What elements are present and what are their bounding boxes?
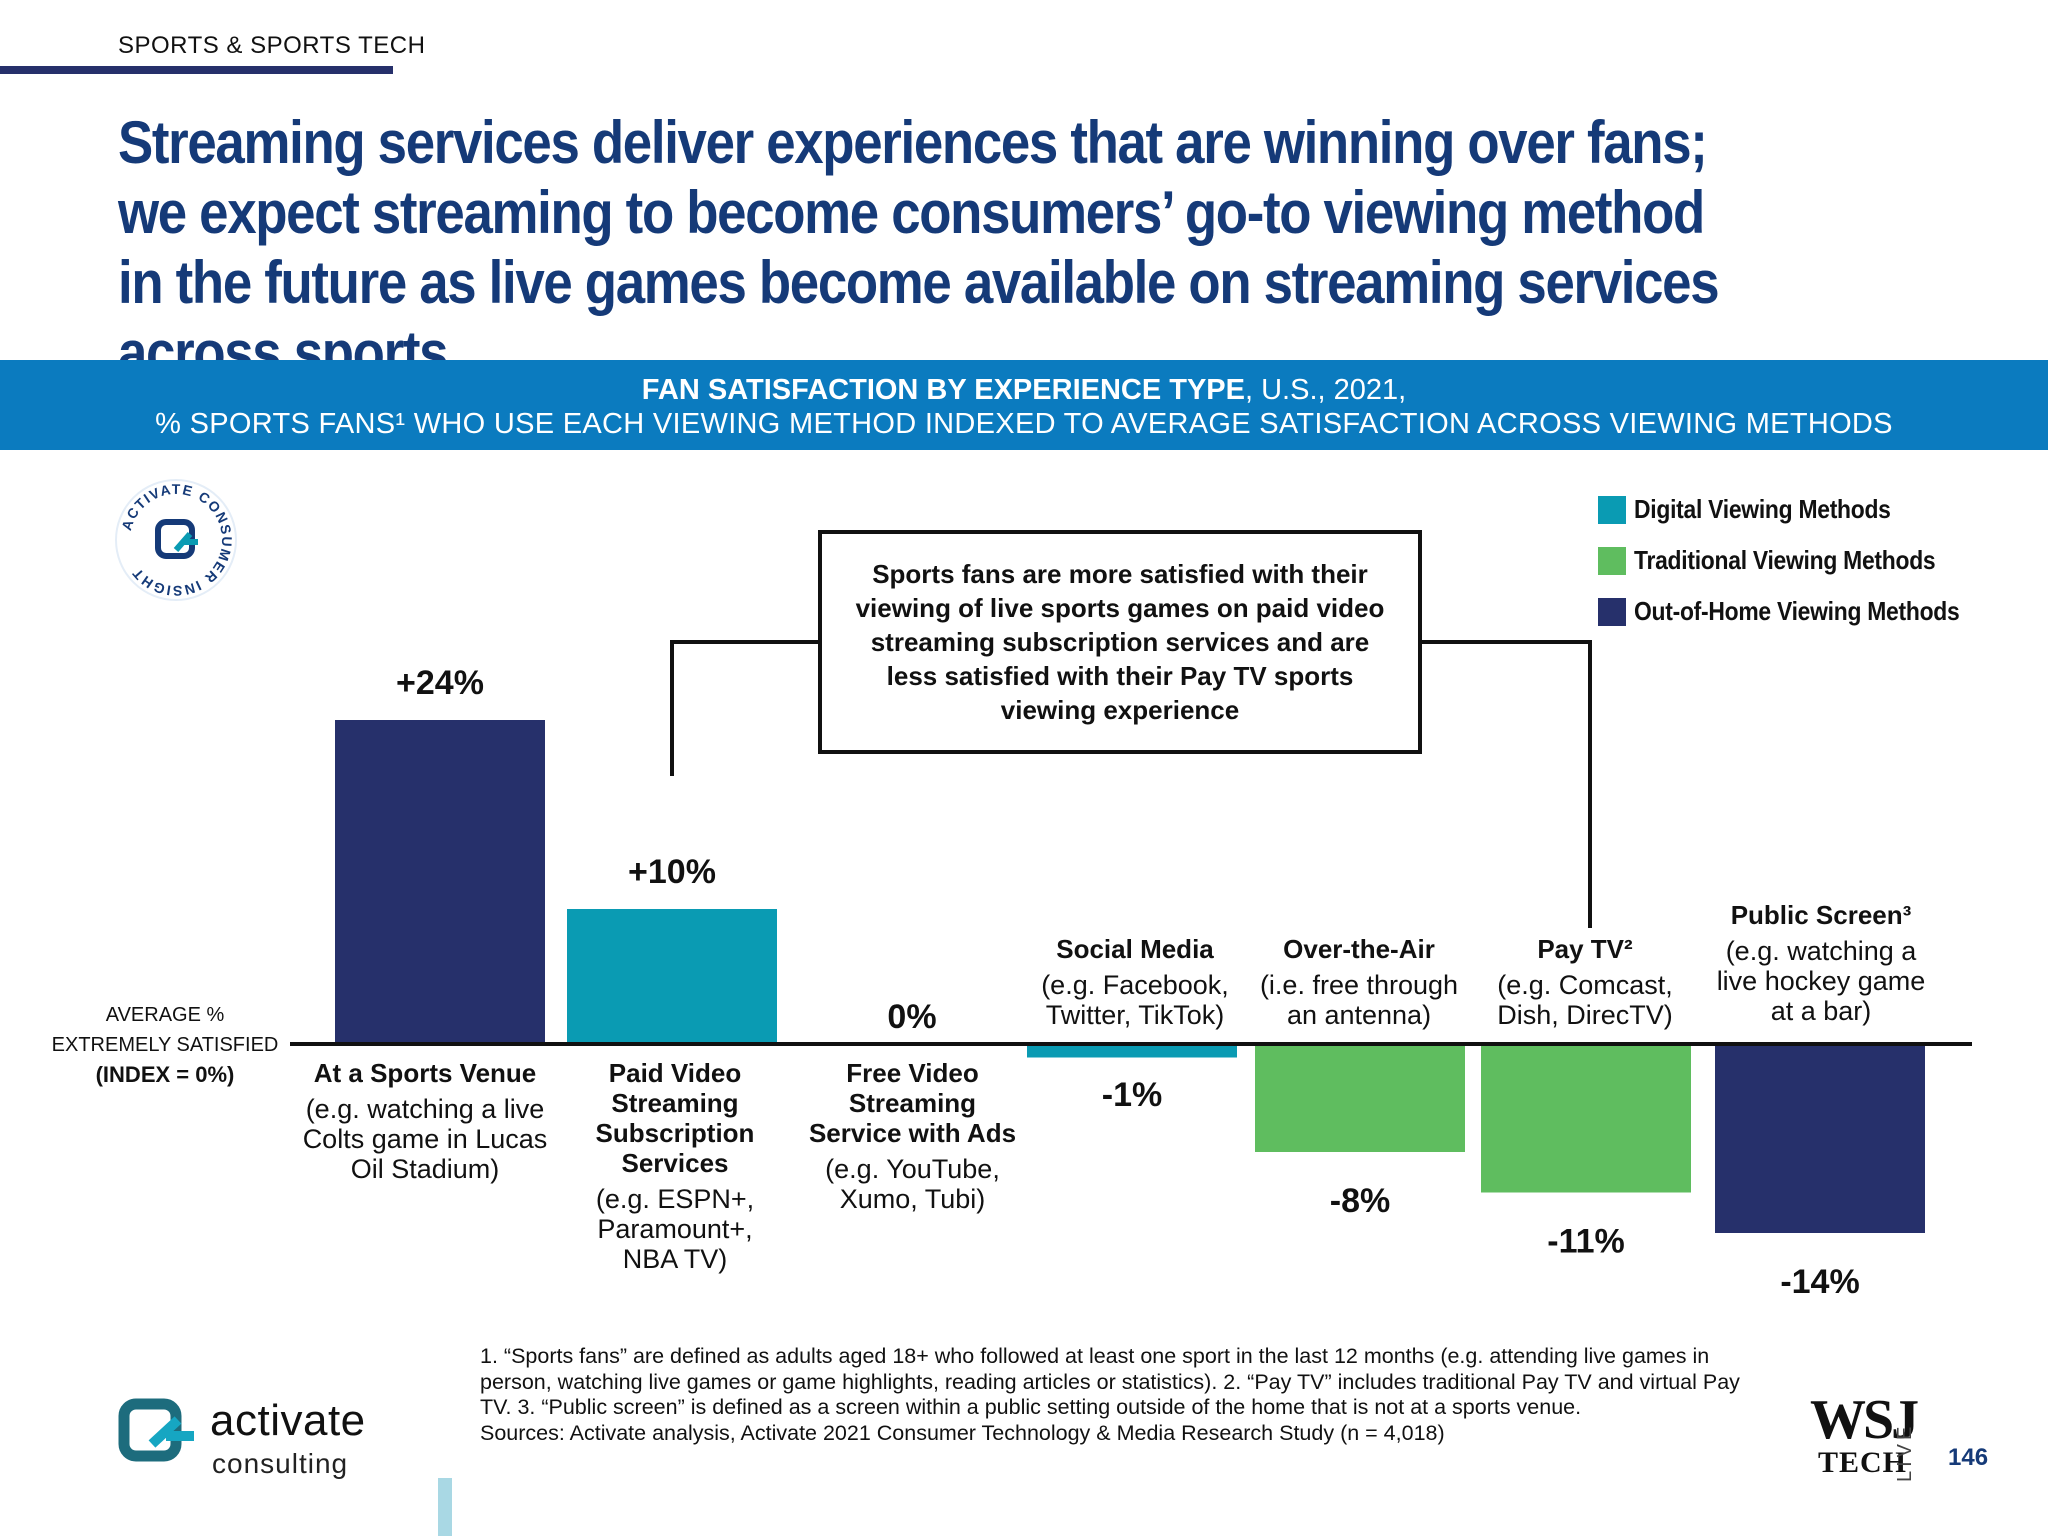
category-label-pay-tv: Pay TV² (e.g. Comcast, Dish, DirecTV)	[1492, 934, 1678, 1030]
page-number: 146	[1948, 1444, 1989, 1471]
wsj-tech-live-logo: WSJ TECH LIVE	[1810, 1388, 1919, 1482]
bar-over-the-air	[1255, 1044, 1465, 1152]
chart-title-rest: , U.S., 2021,	[1245, 374, 1407, 406]
chart-banner: FAN SATISFACTION BY EXPERIENCE TYPE, U.S…	[0, 360, 2048, 450]
value-label-social-media: -1%	[1102, 1076, 1162, 1114]
category-label-public-screen: Public Screen³ (e.g. watching a live hoc…	[1708, 900, 1934, 1026]
page-headline: Streaming services deliver experiences t…	[118, 109, 1720, 386]
value-label-paid-streaming: +10%	[628, 853, 716, 891]
category-label-paid-streaming: Paid Video Streaming Subscription Servic…	[580, 1058, 770, 1274]
category-label-social-media: Social Media (e.g. Facebook, Twitter, Ti…	[1030, 934, 1240, 1030]
consumer-insight-seal-icon: ACTIVATE CONSUMER INSIGHT	[115, 479, 237, 601]
category-desc: (e.g. YouTube, Xumo, Tubi)	[825, 1154, 1000, 1214]
legend-item-traditional: Traditional Viewing Methods	[1598, 535, 2004, 586]
category-label-over-the-air: Over-the-Air (i.e. free through an anten…	[1248, 934, 1470, 1030]
chart-legend: Digital Viewing Methods Traditional View…	[1598, 484, 2004, 637]
baseline-label-line2: EXTREMELY SATISFIED	[51, 1034, 279, 1056]
footnote-sources: Sources: Activate analysis, Activate 202…	[480, 1420, 1445, 1445]
bar-paid-streaming	[567, 909, 777, 1044]
legend-item-out-of-home: Out-of-Home Viewing Methods	[1598, 586, 2004, 637]
category-title: Over-the-Air	[1283, 934, 1435, 964]
value-label-public-screen: -14%	[1780, 1263, 1859, 1301]
legend-swatch	[1598, 546, 1626, 575]
value-label-over-the-air: -8%	[1330, 1182, 1390, 1220]
chart-title: FAN SATISFACTION BY EXPERIENCE TYPE, U.S…	[0, 374, 2048, 407]
category-title: Free Video Streaming Service with Ads	[808, 1058, 1017, 1148]
legend-label: Out-of-Home Viewing Methods	[1634, 596, 1960, 626]
wsj-tech: TECH	[1818, 1446, 1908, 1479]
callout-connector-paid-streaming	[670, 640, 818, 776]
category-title: At a Sports Venue	[313, 1058, 537, 1088]
category-desc: (e.g. watching a live Colts game in Luca…	[302, 1094, 548, 1184]
category-desc: (i.e. free through an antenna)	[1259, 970, 1459, 1030]
activate-logo: activate consulting	[118, 1396, 365, 1479]
category-desc: (e.g. watching a live hockey game at a b…	[1716, 936, 1926, 1026]
wsj-live: LIVE	[1894, 1422, 1916, 1482]
activate-logo-icon	[118, 1398, 194, 1462]
legend-label: Traditional Viewing Methods	[1634, 545, 1936, 575]
category-desc: (e.g. ESPN+, Paramount+, NBA TV)	[595, 1184, 755, 1274]
page-accent-bar	[438, 1478, 452, 1536]
category-title: Paid Video Streaming Subscription Servic…	[595, 1058, 755, 1178]
legend-label: Digital Viewing Methods	[1634, 494, 1891, 524]
legend-swatch	[1598, 597, 1626, 626]
value-label-free-streaming: 0%	[887, 998, 936, 1036]
bar-public-screen	[1715, 1044, 1925, 1233]
category-desc: (e.g. Comcast, Dish, DirecTV)	[1497, 970, 1673, 1030]
category-title: Social Media	[1056, 934, 1214, 964]
value-label-venue: +24%	[396, 664, 484, 702]
section-rule	[0, 66, 393, 74]
section-tag: SPORTS & SPORTS TECH	[118, 32, 426, 59]
callout-connector-pay-tv	[1422, 640, 1592, 928]
baseline-label-line3: (INDEX = 0%)	[95, 1062, 235, 1087]
category-title: Pay TV²	[1537, 934, 1633, 964]
bar-pay-tv	[1481, 1044, 1691, 1193]
logo-subtext: consulting	[212, 1448, 349, 1479]
category-desc: (e.g. Facebook, Twitter, TikTok)	[1041, 970, 1229, 1030]
value-label-pay-tv: -11%	[1547, 1223, 1625, 1261]
baseline-label: AVERAGE % EXTREMELY SATISFIED (INDEX = 0…	[30, 1000, 300, 1090]
category-title: Public Screen³	[1730, 900, 1912, 930]
bar-social-media	[1027, 1044, 1237, 1058]
footnote: 1. “Sports fans” are defined as adults a…	[480, 1344, 1770, 1446]
bar-venue	[335, 720, 545, 1044]
wsj-mark: WSJ	[1810, 1389, 1919, 1451]
category-label-venue: At a Sports Venue (e.g. watching a live …	[300, 1058, 550, 1184]
logo-wordmark: activate	[210, 1396, 366, 1445]
category-label-free-streaming: Free Video Streaming Service with Ads (e…	[800, 1058, 1025, 1214]
callout-box: Sports fans are more satisfied with thei…	[818, 530, 1422, 754]
baseline-label-line1: AVERAGE %	[105, 1004, 225, 1026]
legend-item-digital: Digital Viewing Methods	[1598, 484, 2004, 535]
footnote-text: 1. “Sports fans” are defined as adults a…	[480, 1344, 1740, 1419]
legend-swatch	[1598, 495, 1626, 524]
chart-subtitle: % SPORTS FANS¹ WHO USE EACH VIEWING METH…	[155, 408, 1893, 440]
chart-title-bold: FAN SATISFACTION BY EXPERIENCE TYPE	[641, 374, 1245, 406]
